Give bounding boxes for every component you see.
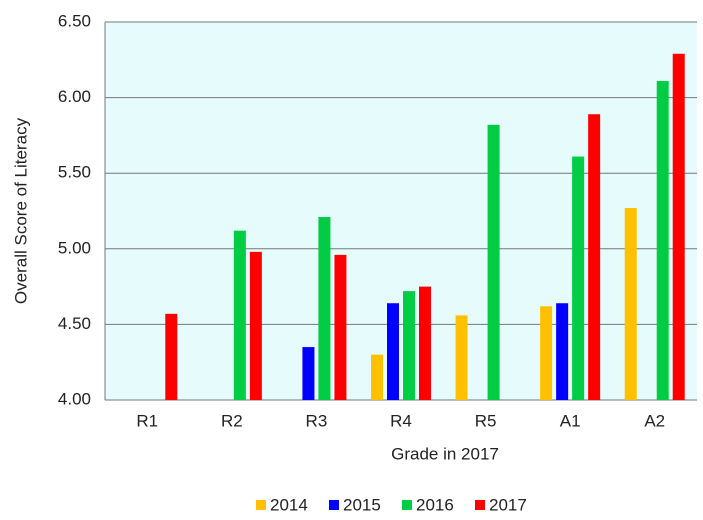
bar — [387, 303, 399, 400]
y-tick-label: 6.00 — [58, 87, 91, 106]
x-axis-label: Grade in 2017 — [391, 444, 499, 463]
bar — [455, 315, 468, 400]
y-tick-label: 4.50 — [58, 314, 91, 333]
bar — [318, 217, 331, 400]
bar — [249, 251, 262, 400]
x-tick-label: R5 — [475, 411, 497, 430]
legend-swatch — [475, 500, 485, 510]
x-tick-label: A1 — [560, 411, 581, 430]
legend-swatch — [256, 500, 266, 510]
bar — [556, 303, 569, 400]
bar — [302, 347, 315, 400]
bar — [487, 124, 500, 400]
legend-label: 2014 — [270, 495, 308, 514]
x-tick-label: A2 — [644, 411, 665, 430]
y-tick-label: 5.00 — [58, 238, 91, 257]
legend-swatch — [402, 500, 412, 510]
y-tick-label: 6.50 — [58, 11, 91, 30]
legend-swatch — [329, 500, 339, 510]
bar — [233, 230, 246, 400]
x-tick-label: R1 — [136, 411, 158, 430]
y-axis-label: Overall Score of Literacy — [11, 117, 30, 304]
bar — [419, 286, 431, 400]
legend-label: 2016 — [416, 495, 454, 514]
x-tick-label: R2 — [221, 411, 243, 430]
bar — [572, 156, 585, 400]
legend-label: 2017 — [489, 495, 527, 514]
y-tick-label: 5.50 — [58, 163, 91, 182]
x-tick-label: R3 — [306, 411, 328, 430]
bar — [334, 254, 347, 400]
bar — [165, 313, 178, 400]
bar — [656, 80, 669, 400]
bar — [403, 291, 415, 400]
plot-area — [105, 22, 697, 400]
bar — [624, 207, 637, 400]
legend-label: 2015 — [343, 495, 381, 514]
bar — [588, 114, 601, 401]
y-tick-label: 4.00 — [58, 389, 91, 408]
bar — [672, 53, 685, 400]
bar — [540, 306, 553, 400]
x-tick-label: R4 — [390, 411, 412, 430]
bar — [371, 354, 383, 400]
